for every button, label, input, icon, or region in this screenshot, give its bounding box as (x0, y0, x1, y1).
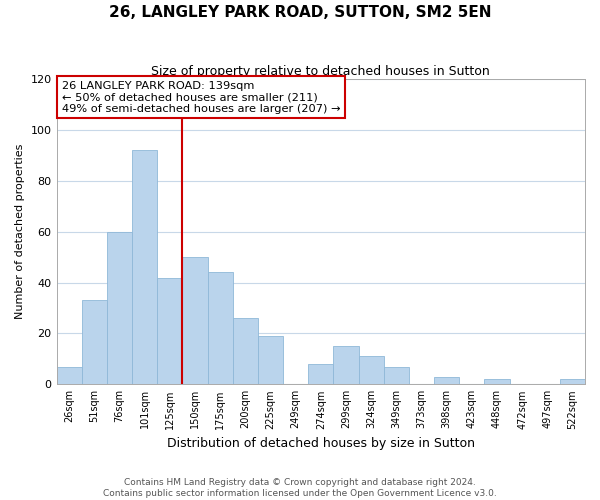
Bar (434, 376, 459, 384)
Bar (258, 336, 283, 384)
Bar (157, 278, 182, 384)
Bar (484, 379, 509, 384)
Bar (308, 364, 334, 384)
Bar (383, 366, 409, 384)
Y-axis label: Number of detached properties: Number of detached properties (15, 144, 25, 320)
Text: 26 LANGLEY PARK ROAD: 139sqm
← 50% of detached houses are smaller (211)
49% of s: 26 LANGLEY PARK ROAD: 139sqm ← 50% of de… (62, 80, 340, 114)
Title: Size of property relative to detached houses in Sutton: Size of property relative to detached ho… (151, 65, 490, 78)
Bar (182, 257, 208, 384)
X-axis label: Distribution of detached houses by size in Sutton: Distribution of detached houses by size … (167, 437, 475, 450)
Bar (359, 356, 383, 384)
Bar (560, 379, 585, 384)
Text: 26, LANGLEY PARK ROAD, SUTTON, SM2 5EN: 26, LANGLEY PARK ROAD, SUTTON, SM2 5EN (109, 5, 491, 20)
Bar (334, 346, 359, 385)
Bar (208, 272, 233, 384)
Bar (132, 150, 157, 384)
Text: Contains HM Land Registry data © Crown copyright and database right 2024.
Contai: Contains HM Land Registry data © Crown c… (103, 478, 497, 498)
Bar (233, 318, 258, 384)
Bar (82, 300, 107, 384)
Bar (107, 232, 132, 384)
Bar (56, 366, 82, 384)
